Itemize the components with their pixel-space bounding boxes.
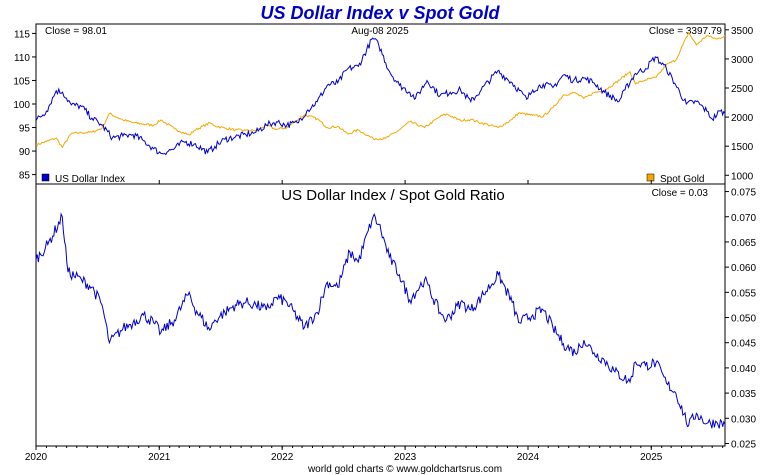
ratio-subtitle: US Dollar Index / Spot Gold Ratio: [281, 187, 504, 204]
bottom-panel-frame: [35, 183, 726, 447]
usd-series-line: [35, 37, 726, 156]
top-panel-frame: [35, 23, 726, 185]
usd-axis-tick-label: 90: [19, 147, 31, 158]
usd-legend-swatch: [41, 173, 50, 182]
chart-marks: 85 90 95 100 105 110 115 1000 1500 2000 2500 3000 35…: [13, 26, 756, 463]
ratio-axis-tick-label: 0.075: [731, 188, 756, 199]
ratio-axis-tick-label: 0.065: [731, 238, 756, 249]
gold-series-line: [35, 31, 726, 149]
year-axis-tick-label: 2020: [25, 452, 48, 463]
year-axis-tick-label: 2024: [517, 452, 540, 463]
ratio-axis-tick-label: 0.030: [731, 414, 756, 425]
gold-close-label: Close = 3397.79: [649, 26, 723, 37]
ratio-axis-tick-label: 0.035: [731, 389, 756, 400]
gold-axis-tick-label: 1500: [731, 142, 754, 153]
usd-axis-tick-label: 85: [19, 171, 31, 182]
ratio-axis-tick-label: 0.040: [731, 364, 756, 375]
ratio-axis-tick-label: 0.070: [731, 213, 756, 224]
footer-credit: world gold charts © www.goldchartsrus.co…: [307, 464, 502, 475]
usd-axis-tick-label: 105: [13, 76, 30, 87]
gold-legend-label: Spot Gold: [660, 174, 704, 185]
gold-axis-tick-label: 2000: [731, 113, 754, 124]
date-label: Aug-08 2025: [351, 26, 409, 37]
gold-axis-tick-label: 1000: [731, 171, 754, 182]
usd-axis-tick-label: 95: [19, 124, 31, 135]
ratio-series-line: [35, 212, 726, 429]
ratio-close-label: Close = 0.03: [652, 188, 709, 199]
usd-close-label: Close = 98.01: [45, 26, 107, 37]
gold-axis-tick-label: 2500: [731, 84, 754, 95]
gold-legend-swatch: [646, 173, 655, 182]
chart-title: US Dollar Index v Spot Gold: [260, 3, 500, 23]
ratio-axis-tick-label: 0.025: [731, 439, 756, 450]
year-axis-tick-label: 2023: [394, 452, 417, 463]
gold-axis-tick-label: 3500: [731, 26, 754, 37]
usd-axis-tick-label: 100: [13, 100, 30, 111]
gold-axis-tick-label: 3000: [731, 55, 754, 66]
ratio-axis-tick-label: 0.050: [731, 314, 756, 325]
usd-axis-tick-label: 110: [14, 53, 30, 64]
ratio-axis-tick-label: 0.060: [731, 263, 756, 274]
year-axis-tick-label: 2025: [640, 452, 663, 463]
usd-legend-label: US Dollar Index: [55, 174, 125, 185]
usd-axis-tick-label: 115: [14, 29, 30, 40]
ratio-axis-tick-label: 0.055: [731, 288, 756, 299]
ratio-axis-tick-label: 0.045: [731, 339, 756, 350]
year-axis-tick-label: 2021: [148, 452, 171, 463]
year-axis-tick-label: 2022: [271, 452, 294, 463]
